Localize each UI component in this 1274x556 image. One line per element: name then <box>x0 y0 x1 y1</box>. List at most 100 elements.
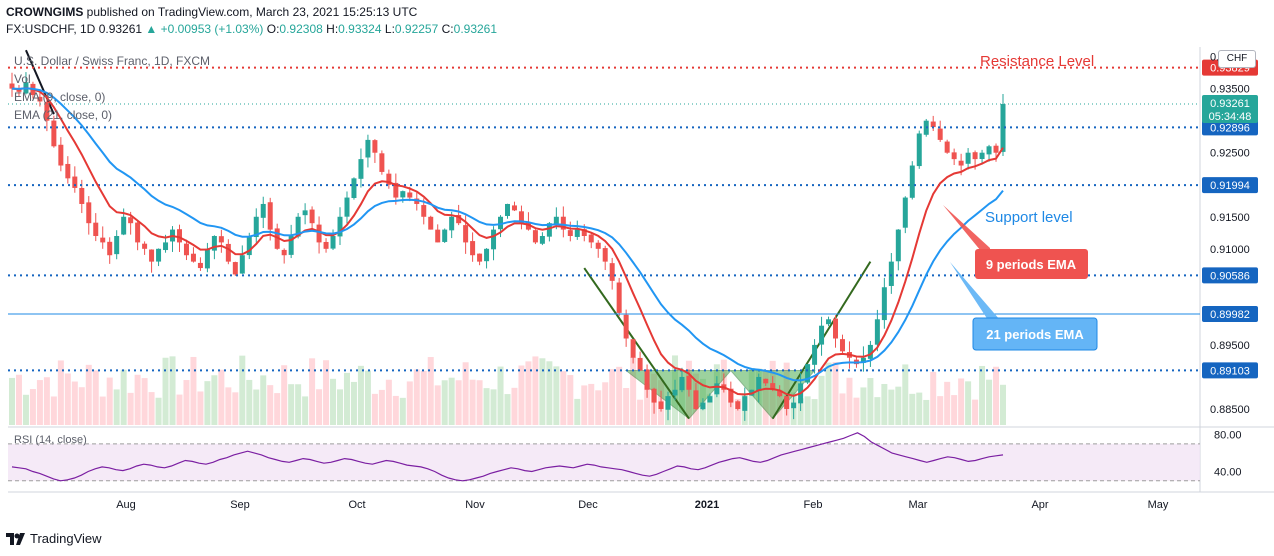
volume-bar <box>811 399 818 425</box>
volume-bar <box>420 370 427 425</box>
price-tick-label: 0.93500 <box>1210 84 1250 96</box>
rsi-tick-label: 80.00 <box>1214 430 1242 442</box>
volume-bar <box>972 399 979 425</box>
candle-body <box>456 215 462 224</box>
candle-body <box>295 216 301 237</box>
volume-bar <box>15 374 22 425</box>
symbol-label: FX:USDCHF, 1D <box>6 22 96 36</box>
legend-ema21[interactable]: EMA (21, close, 0) <box>14 108 113 122</box>
candle-body <box>532 230 538 243</box>
time-tick-label: Oct <box>348 499 365 511</box>
candle-body <box>386 173 392 185</box>
volume-bar <box>99 396 106 425</box>
volume-bar <box>399 397 406 425</box>
ema21-callout-pointer <box>950 262 1000 320</box>
volume-bar <box>183 380 190 425</box>
candle-body <box>972 152 978 160</box>
volume-bar <box>57 360 64 425</box>
tradingview-logo[interactable]: TradingView <box>6 531 102 546</box>
volume-bar <box>413 369 420 425</box>
volume-bar <box>78 387 85 425</box>
candle-body <box>714 383 720 395</box>
candle-body <box>986 146 992 155</box>
candle-body <box>121 216 127 235</box>
candle-body <box>323 241 329 249</box>
annotations: Resistance Level Support level 9 periods E… <box>943 53 1098 351</box>
candle-body <box>812 344 818 365</box>
volume-bar <box>169 356 176 425</box>
candle-body <box>156 248 162 262</box>
high-value: 0.93324 <box>338 22 382 36</box>
published-text: published on TradingView.com, March 23, … <box>86 5 418 19</box>
volume-bar <box>225 387 232 425</box>
candle-body <box>595 242 601 249</box>
candle-body <box>839 339 845 352</box>
volume-bar <box>427 357 434 425</box>
candle-body <box>114 236 120 255</box>
high-label: H: <box>326 22 339 36</box>
candle-body <box>895 229 901 262</box>
level-label: 0.89103 <box>1210 365 1250 377</box>
volume-bar <box>979 365 986 425</box>
candle-body <box>267 202 273 230</box>
candle-body <box>588 234 594 243</box>
ema21-line <box>11 87 1004 382</box>
volume-bar <box>204 381 211 425</box>
currency-button[interactable]: CHF <box>1218 50 1256 68</box>
candle-body <box>1000 104 1006 152</box>
volume-bar <box>455 380 462 425</box>
legend-symbol-title[interactable]: U.S. Dollar / Swiss Franc, 1D, FXCM <box>14 54 211 68</box>
candle-body <box>163 242 169 251</box>
time-tick-label: Nov <box>465 499 485 511</box>
candle-body <box>100 237 106 243</box>
candle-body <box>232 262 238 275</box>
volume-bar <box>462 362 469 425</box>
volume-bar <box>958 378 965 425</box>
candle-body <box>658 401 664 409</box>
level-label: 0.91994 <box>1210 180 1250 192</box>
candle-body <box>498 216 504 230</box>
candle-body <box>9 83 15 89</box>
time-tick-label: May <box>1148 499 1169 511</box>
level-label: 0.89982 <box>1210 309 1250 321</box>
candle-body <box>225 243 231 262</box>
candle-body <box>372 140 378 153</box>
rsi-line <box>11 432 1004 482</box>
open-label: O: <box>266 22 280 36</box>
candle-body <box>365 139 371 158</box>
candle-body <box>574 229 580 237</box>
volume-bar <box>602 382 609 425</box>
volume-bar <box>609 369 616 425</box>
candle-body <box>344 197 350 217</box>
volume-bar <box>818 375 825 425</box>
legend-ema9[interactable]: EMA (9, close, 0) <box>14 90 106 104</box>
time-tick-label: Dec <box>578 499 598 511</box>
candle-body <box>511 205 517 211</box>
candle-body <box>79 187 85 204</box>
volume-bar <box>490 389 497 425</box>
candle-body <box>944 141 950 153</box>
candle-body <box>686 375 692 390</box>
volume-bar <box>937 396 944 425</box>
volume-bar <box>267 385 274 425</box>
candle-body <box>260 203 266 218</box>
volume-bar <box>190 356 197 425</box>
tradingview-logo-icon <box>6 532 26 545</box>
volume-bar <box>134 374 141 425</box>
rsi-pane: RSI (14, close) 80.00 40.00 <box>8 430 1242 482</box>
candle-body <box>735 401 741 409</box>
last-price-label: 0.93261 <box>1210 98 1250 110</box>
candle-body <box>644 369 650 390</box>
legend-vol[interactable]: Vol <box>14 72 31 86</box>
candle-body <box>888 261 894 286</box>
candle-body <box>142 243 148 249</box>
publisher-name[interactable]: CROWNGIMS <box>6 5 84 19</box>
volume-bar <box>706 394 713 425</box>
candle-body <box>553 216 559 224</box>
candle-body <box>449 216 455 231</box>
volume-bar <box>944 381 951 425</box>
candle-body <box>246 236 252 256</box>
candle-body <box>309 209 315 224</box>
candle-body <box>128 217 134 224</box>
volume-bar <box>434 385 441 425</box>
